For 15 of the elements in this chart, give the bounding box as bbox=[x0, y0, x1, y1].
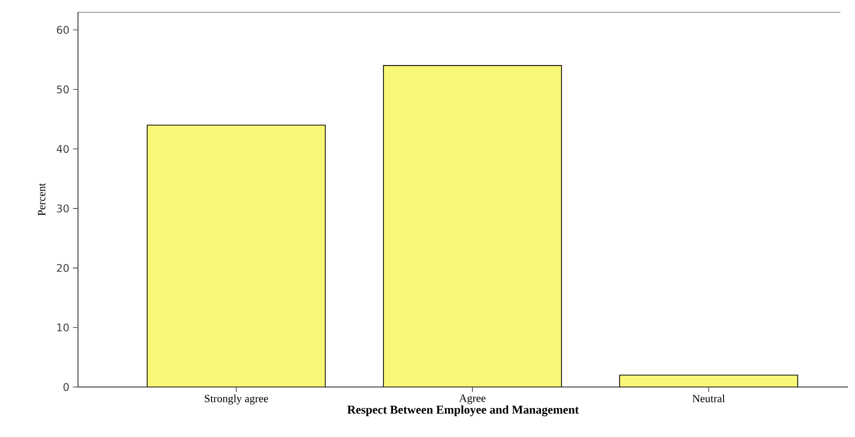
x-axis-title: Respect Between Employee and Management bbox=[347, 405, 579, 416]
y-tick-label: 60 bbox=[56, 26, 69, 34]
bar bbox=[383, 65, 562, 387]
y-tick-label: 30 bbox=[56, 204, 69, 212]
y-tick-label: 10 bbox=[57, 324, 69, 332]
x-tick-label: Neutral bbox=[692, 394, 725, 402]
y-axis-title: Percent bbox=[38, 183, 46, 216]
bar bbox=[619, 374, 798, 387]
y-tick-label: 40 bbox=[56, 144, 69, 153]
bar bbox=[146, 124, 326, 387]
y-tick-label: 20 bbox=[56, 264, 69, 272]
y-tick-label: 50 bbox=[56, 85, 69, 94]
y-tick-label: 0 bbox=[64, 383, 69, 391]
x-tick-label: Agree bbox=[459, 394, 486, 404]
x-tick-label: Strongly agree bbox=[204, 394, 268, 404]
